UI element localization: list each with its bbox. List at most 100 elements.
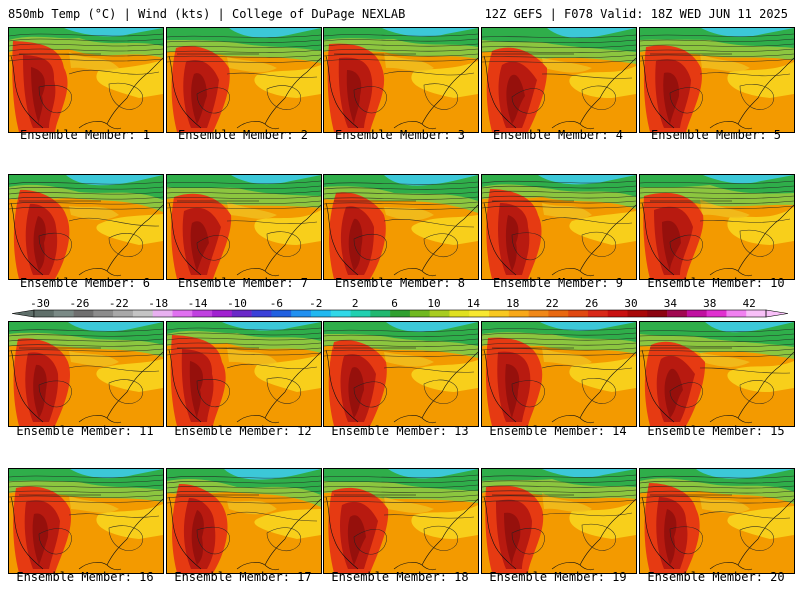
colorbar-swatch bbox=[548, 310, 569, 317]
ensemble-member-map bbox=[323, 174, 479, 280]
colorbar-swatch bbox=[172, 310, 193, 317]
colorbar-swatch bbox=[53, 310, 74, 317]
colorbar-swatch bbox=[627, 310, 648, 317]
ensemble-member-map bbox=[8, 468, 164, 574]
colorbar-tick-label: 26 bbox=[585, 297, 598, 310]
temperature-colorbar: -30 -26 -22 -18 -14 -10 -6 -2 2 6 10 14 18 22 26 30 34 38… bbox=[12, 297, 788, 318]
colorbar-swatch bbox=[271, 310, 292, 317]
ensemble-member-label: Ensemble Member: 18 bbox=[331, 570, 469, 584]
ensemble-member-label: Ensemble Member: 9 bbox=[492, 276, 624, 290]
colorbar-swatch bbox=[310, 310, 332, 317]
ensemble-member-map bbox=[481, 27, 637, 133]
colorbar-tick-label: 22 bbox=[546, 297, 559, 310]
colorbar-tick-label: 34 bbox=[664, 297, 678, 310]
colorbar-tick-label: 30 bbox=[624, 297, 637, 310]
ensemble-member-map bbox=[8, 27, 164, 133]
ensemble-member-label: Ensemble Member: 8 bbox=[334, 276, 466, 290]
ensemble-member-map bbox=[481, 468, 637, 574]
colorbar-swatch bbox=[469, 310, 490, 317]
colorbar-tick-label: 6 bbox=[391, 297, 398, 310]
colorbar-tick-label: -10 bbox=[227, 297, 247, 310]
ensemble-member-label: Ensemble Member: 5 bbox=[650, 128, 782, 142]
ensemble-member-map bbox=[481, 321, 637, 427]
ensemble-member-label: Ensemble Member: 12 bbox=[174, 424, 312, 438]
colorbar-swatch bbox=[429, 310, 450, 317]
colorbar-outline bbox=[33, 309, 767, 318]
colorbar-swatch bbox=[449, 310, 470, 317]
colorbar-swatch bbox=[231, 310, 252, 317]
colorbar-swatch bbox=[93, 310, 114, 317]
colorbar-swatch bbox=[370, 310, 391, 317]
colorbar-left-arrow bbox=[12, 309, 35, 318]
colorbar-tick-label: -30 bbox=[30, 297, 50, 310]
colorbar-right-arrow bbox=[765, 309, 788, 318]
ensemble-member-map bbox=[481, 174, 637, 280]
ensemble-member-label: Ensemble Member: 13 bbox=[331, 424, 469, 438]
ensemble-member-label: Ensemble Member: 6 bbox=[19, 276, 151, 290]
colorbar-tick-label: 2 bbox=[352, 297, 359, 310]
ensemble-member-label: Ensemble Member: 14 bbox=[489, 424, 627, 438]
colorbar-tick-label: -6 bbox=[270, 297, 283, 310]
colorbar-swatch bbox=[568, 310, 589, 317]
colorbar-swatch bbox=[746, 310, 767, 317]
colorbar-swatch bbox=[667, 310, 688, 317]
colorbar-tick-label: 10 bbox=[427, 297, 440, 310]
colorbar-swatch bbox=[73, 310, 94, 317]
ensemble-member-map bbox=[8, 174, 164, 280]
colorbar-tick-label: -2 bbox=[309, 297, 322, 310]
ensemble-member-label: Ensemble Member: 17 bbox=[174, 570, 312, 584]
ensemble-member-label: Ensemble Member: 15 bbox=[647, 424, 785, 438]
ensemble-member-map bbox=[166, 174, 322, 280]
run-valid-time: 12Z GEFS | F078 Valid: 18Z WED JUN 11 20… bbox=[484, 7, 788, 21]
map-title: 850mb Temp (°C) | Wind (kts) | College o… bbox=[8, 7, 406, 21]
colorbar-tick-label: -18 bbox=[148, 297, 168, 310]
colorbar-swatch bbox=[647, 310, 668, 317]
ensemble-member-map bbox=[639, 321, 795, 427]
colorbar-swatch bbox=[212, 310, 233, 317]
colorbar-swatch bbox=[587, 310, 609, 317]
colorbar-swatch bbox=[251, 310, 272, 317]
ensemble-member-label: Ensemble Member: 3 bbox=[334, 128, 466, 142]
colorbar-swatch bbox=[686, 310, 707, 317]
colorbar-swatch bbox=[34, 310, 55, 317]
colorbar-swatch bbox=[330, 310, 351, 317]
ensemble-member-map bbox=[639, 468, 795, 574]
colorbar-swatch bbox=[409, 310, 430, 317]
ensemble-member-map bbox=[323, 27, 479, 133]
colorbar-swatch bbox=[607, 310, 628, 317]
ensemble-member-map bbox=[166, 321, 322, 427]
colorbar-tick-label: -26 bbox=[69, 297, 89, 310]
ensemble-member-label: Ensemble Member: 2 bbox=[177, 128, 309, 142]
ensemble-member-map bbox=[639, 27, 795, 133]
colorbar-tick-label: 18 bbox=[506, 297, 519, 310]
colorbar-swatch bbox=[192, 310, 213, 317]
ensemble-member-map bbox=[166, 27, 322, 133]
ensemble-member-label: Ensemble Member: 20 bbox=[647, 570, 785, 584]
colorbar-swatch bbox=[291, 310, 312, 317]
colorbar-tick-label: -14 bbox=[188, 297, 208, 310]
ensemble-member-label: Ensemble Member: 16 bbox=[16, 570, 154, 584]
ensemble-member-label: Ensemble Member: 7 bbox=[177, 276, 309, 290]
ensemble-member-map bbox=[8, 321, 164, 427]
colorbar-swatch bbox=[508, 310, 529, 317]
ensemble-member-label: Ensemble Member: 4 bbox=[492, 128, 624, 142]
colorbar-tick-label: 38 bbox=[703, 297, 716, 310]
colorbar-tick-label: 42 bbox=[743, 297, 756, 310]
ensemble-member-map bbox=[166, 468, 322, 574]
ensemble-member-label: Ensemble Member: 19 bbox=[489, 570, 627, 584]
colorbar-swatch bbox=[350, 310, 371, 317]
colorbar-swatch bbox=[390, 310, 411, 317]
ensemble-member-label: Ensemble Member: 1 bbox=[19, 128, 151, 142]
ensemble-member-map bbox=[323, 321, 479, 427]
colorbar-swatch bbox=[726, 310, 747, 317]
colorbar-swatch bbox=[152, 310, 173, 317]
colorbar-tick-label: 14 bbox=[467, 297, 481, 310]
colorbar-swatch bbox=[113, 310, 134, 317]
colorbar-tick-label: -22 bbox=[109, 297, 129, 310]
ensemble-member-label: Ensemble Member: 11 bbox=[16, 424, 154, 438]
colorbar-swatch bbox=[706, 310, 727, 317]
colorbar-swatch bbox=[489, 310, 510, 317]
colorbar-swatch bbox=[132, 310, 154, 317]
ensemble-member-map bbox=[323, 468, 479, 574]
colorbar-swatch bbox=[528, 310, 549, 317]
